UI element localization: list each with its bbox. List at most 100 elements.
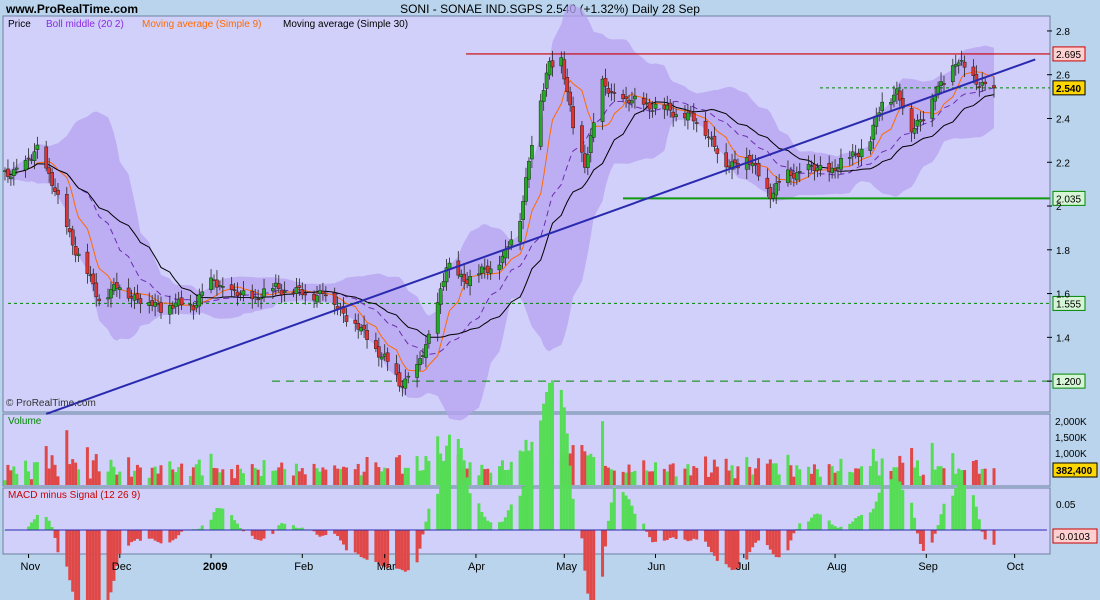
candle-body [32,151,37,161]
x-tick-label: 2009 [203,561,227,573]
macd-bar [221,508,225,530]
candle-body [524,177,528,202]
volume-bar [930,442,934,485]
macd-bar [957,484,961,530]
volume-bar [274,470,278,485]
volume-bar [318,471,322,485]
volume-bar [439,453,443,485]
macd-bar [236,523,240,530]
volume-bar [939,466,943,485]
volume-bar [115,474,119,485]
candle-body [468,276,472,286]
candle-body [97,298,102,302]
volume-bar [974,459,978,485]
candle-body [591,122,596,138]
candle-body [786,169,790,184]
macd-bar [47,520,51,530]
macd-bar [436,493,440,530]
candle-body [379,356,384,360]
candle-body [441,281,446,288]
candle-body [889,101,893,105]
macd-bar [362,530,366,559]
macd-bar [256,530,260,540]
macd-bar [583,530,587,571]
candle-body [218,285,222,287]
candle-body [668,102,673,111]
x-tick-label: Jul [736,561,750,573]
level-tag-text: 1.555 [1056,299,1081,310]
volume-bar [35,462,39,485]
macd-bar [197,528,201,530]
macd-bar [851,521,855,530]
macd-bar [774,530,778,558]
volume-bar [236,464,240,485]
volume-bar [15,473,19,485]
macd-bar [97,530,101,600]
macd-bar [530,441,534,530]
macd-bar [712,530,716,556]
macd-bar [545,391,549,530]
volume-bar [300,468,304,485]
candle-body [606,88,611,94]
candle-body [209,277,213,291]
candle-body [653,103,658,109]
macd-bar [365,530,369,560]
volume-bar [91,460,95,485]
macd-bar [336,530,340,536]
macd-bar [651,530,655,543]
volume-bar [612,470,616,485]
volume-bar [241,473,245,485]
macd-bar [253,530,257,540]
volume-bar [277,467,281,485]
macd-bar [462,460,466,530]
macd-bar [106,530,110,600]
macd-bar [427,508,431,530]
candle-body [374,340,378,349]
volume-bar [733,478,737,485]
candle-body [456,260,461,276]
macd-bar [542,403,546,530]
trendline [45,58,1036,415]
candle-body [415,364,419,378]
volume-bar [774,463,778,485]
macd-label: MACD minus Signal (12 26 9) [8,490,141,501]
macd-bar [601,530,605,577]
volume-bar [509,461,513,485]
macd-bar [88,530,92,600]
macd-bar [559,389,563,530]
candle-body [300,289,305,295]
macd-current-text: -0.0103 [1056,532,1090,543]
candle-body [765,177,770,189]
candle-body [215,279,219,288]
macd-bar [815,513,819,530]
macd-bar [527,458,531,530]
candle-body [509,239,514,246]
candle-body [271,288,275,292]
volume-bar [665,471,669,485]
volume-bar [606,467,610,485]
candle-body [847,157,852,159]
candle-body [497,264,502,271]
candle-body [794,172,799,181]
volume-bar [194,464,198,485]
price-tick-label: 2.8 [1056,27,1070,38]
macd-bar [324,530,328,535]
volume-bar [848,471,852,485]
volume-bar [754,468,758,485]
macd-bar [397,530,401,569]
volume-bar [789,465,793,485]
level-tag-text: 1.200 [1056,377,1081,388]
volume-bar [624,472,628,485]
volume-tick-label: 2,000K [1055,417,1087,428]
macd-bar [724,530,728,565]
level-tag [1052,46,1086,62]
volume-bar [963,470,967,485]
macd-bar [168,530,172,543]
macd-bar [792,530,796,534]
macd-bar [294,527,298,530]
volume-bar [65,430,69,485]
price-tick-label: 1.4 [1056,333,1070,344]
level-lines: 2.695 2.540 2.035 1.555 1.200 [8,46,1086,389]
macd-bar [860,514,864,530]
candle-body [550,60,555,68]
